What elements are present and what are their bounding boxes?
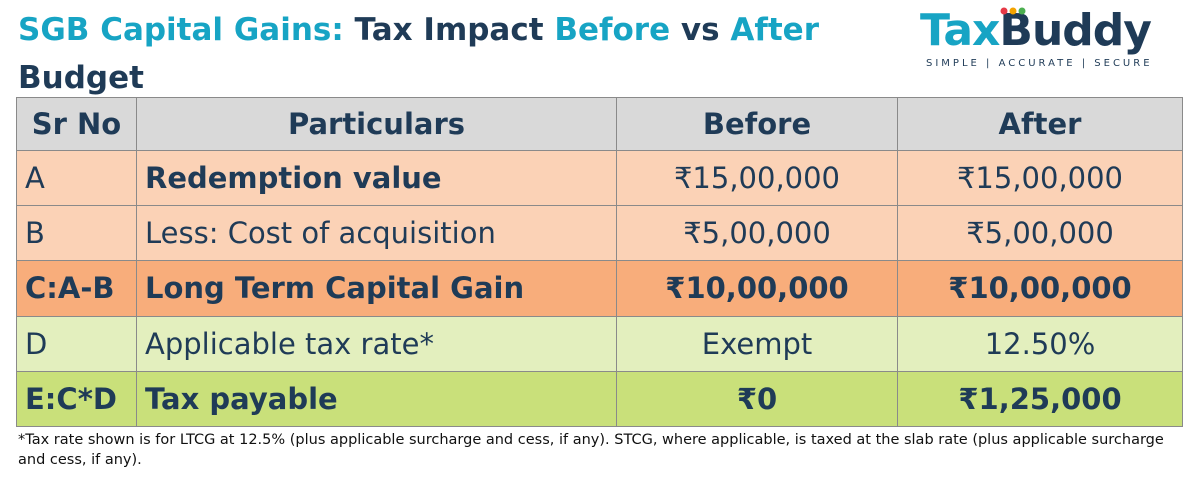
table-row: C:A-B Long Term Capital Gain ₹10,00,000 …: [16, 260, 1183, 317]
logo-dots-icon: [1000, 7, 1026, 15]
row-c-sr: C:A-B: [16, 260, 137, 317]
table-row: A Redemption value ₹15,00,000 ₹15,00,000: [16, 149, 1183, 207]
logo-word-tax: Tax: [920, 5, 1000, 56]
row-b-particular: Less: Cost of acquisition: [136, 205, 617, 262]
row-a-before: ₹15,00,000: [616, 149, 898, 207]
taxbuddy-logo: TaxBuddy SIMPLE | ACCURATE | SECURE: [920, 6, 1160, 70]
title-part-budget: Budget: [18, 60, 144, 96]
row-b-after: ₹5,00,000: [897, 205, 1183, 262]
tax-comparison-table: Sr No Particulars Before After A Redempt…: [16, 97, 1183, 428]
row-c-after: ₹10,00,000: [897, 260, 1183, 317]
row-e-after: ₹1,25,000: [897, 370, 1183, 428]
row-d-sr: D: [16, 315, 137, 372]
row-c-before: ₹10,00,000: [616, 260, 898, 317]
table-header-row: Sr No Particulars Before After: [16, 97, 1183, 151]
header-after: After: [897, 97, 1183, 151]
row-d-before: Exempt: [616, 315, 898, 372]
header-sr-no: Sr No: [16, 97, 137, 151]
row-a-after: ₹15,00,000: [897, 149, 1183, 207]
logo-dot-green: [1018, 7, 1026, 15]
title-part-sgb: SGB Capital Gains:: [18, 12, 344, 48]
table-row: B Less: Cost of acquisition ₹5,00,000 ₹5…: [16, 205, 1183, 262]
footnote: *Tax rate shown is for LTCG at 12.5% (pl…: [18, 432, 1164, 468]
logo-wordmark: TaxBuddy: [920, 6, 1160, 56]
page-title: SGB Capital Gains: Tax Impact Before vs …: [18, 6, 898, 102]
row-e-particular: Tax payable: [136, 370, 617, 428]
logo-word-buddy: Buddy: [999, 5, 1152, 56]
logo-dot-red: [1000, 7, 1008, 15]
row-d-after: 12.50%: [897, 315, 1183, 372]
row-a-sr: A: [16, 149, 137, 207]
row-a-particular: Redemption value: [136, 149, 617, 207]
table-row: E:C*D Tax payable ₹0 ₹1,25,000: [16, 370, 1183, 428]
row-b-sr: B: [16, 205, 137, 262]
row-b-before: ₹5,00,000: [616, 205, 898, 262]
row-c-particular: Long Term Capital Gain: [136, 260, 617, 317]
title-part-tax-impact: Tax Impact: [354, 12, 544, 48]
logo-dot-yellow: [1009, 7, 1017, 15]
title-part-after: After: [730, 12, 819, 48]
row-d-particular: Applicable tax rate*: [136, 315, 617, 372]
row-e-sr: E:C*D: [16, 370, 137, 428]
logo-tagline: SIMPLE | ACCURATE | SECURE: [926, 58, 1153, 69]
row-e-before: ₹0: [616, 370, 898, 428]
header-particulars: Particulars: [136, 97, 617, 151]
title-part-before: Before: [554, 12, 671, 48]
title-part-vs: vs: [680, 12, 720, 48]
table-row: D Applicable tax rate* Exempt 12.50%: [16, 315, 1183, 372]
header-before: Before: [616, 97, 898, 151]
